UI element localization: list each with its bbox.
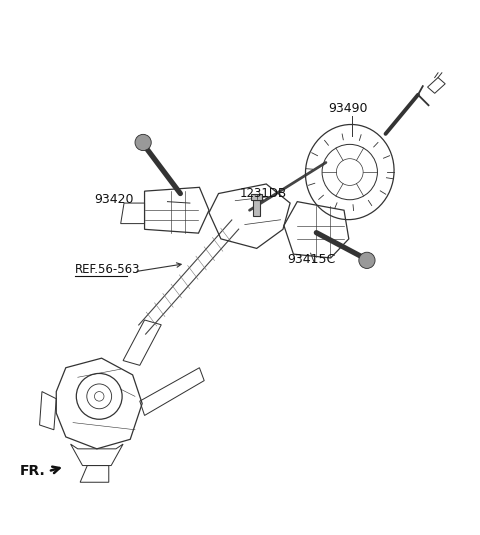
Bar	[252, 194, 262, 200]
Text: 93420: 93420	[95, 193, 134, 206]
Text: 1231DB: 1231DB	[240, 187, 287, 200]
Text: 93415C: 93415C	[288, 253, 336, 266]
Text: REF.56-563: REF.56-563	[75, 263, 141, 276]
Text: 93490: 93490	[328, 102, 368, 116]
Text: FR.: FR.	[20, 464, 45, 478]
Circle shape	[135, 134, 151, 150]
Circle shape	[359, 252, 375, 269]
Bar	[253, 200, 260, 217]
